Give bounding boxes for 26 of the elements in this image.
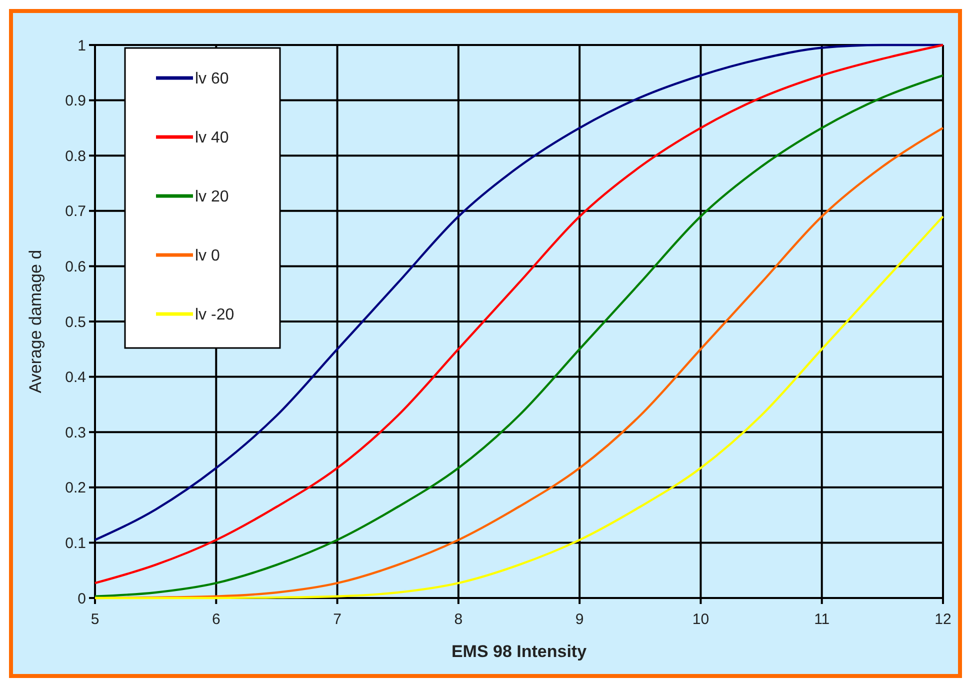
legend-label: lv 60 [195, 70, 229, 88]
y-tick-label: 0.3 [65, 424, 86, 442]
x-tick-label: 5 [90, 611, 100, 628]
y-axis-title: Average damage d [26, 250, 45, 394]
legend-label: lv -20 [195, 306, 234, 324]
x-tick-label: 7 [333, 611, 342, 628]
legend-label: lv 40 [195, 130, 229, 147]
x-tick-label: 6 [212, 611, 220, 628]
y-tick-label: 0.6 [65, 258, 86, 276]
y-tick-label: 0.5 [65, 314, 86, 331]
y-tick-label: 1 [78, 37, 86, 54]
legend-label: lv 20 [195, 188, 229, 206]
legend-label: lv 0 [195, 248, 220, 265]
y-tick-label: 0.4 [65, 369, 86, 386]
x-tick-label: 10 [692, 611, 710, 628]
y-tick-label: 0.2 [65, 480, 86, 497]
x-tick-label: 9 [575, 611, 584, 628]
x-axis-title: EMS 98 Intensity [451, 642, 588, 661]
y-tick-label: 0.8 [65, 148, 86, 165]
x-tick-label: 8 [454, 611, 463, 628]
y-tick-label: 0.7 [65, 203, 86, 220]
y-tick-label: 0.9 [65, 92, 86, 110]
y-tick-label: 0.1 [65, 534, 86, 552]
x-tick-label: 11 [814, 611, 830, 628]
y-tick-label: 0 [78, 590, 86, 608]
x-tick-label: 12 [934, 611, 952, 628]
